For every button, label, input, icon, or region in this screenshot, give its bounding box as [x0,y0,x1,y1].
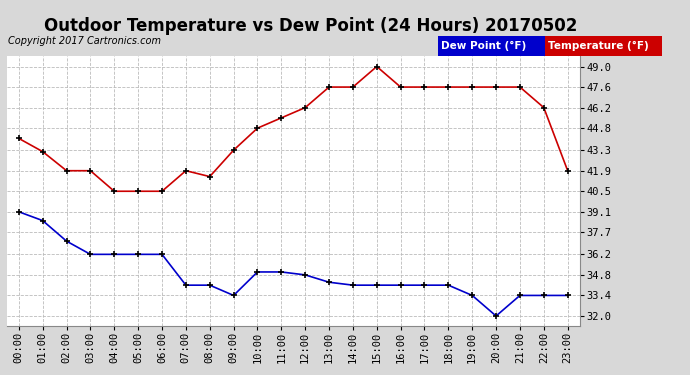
Text: Temperature (°F): Temperature (°F) [548,41,649,51]
Text: Dew Point (°F): Dew Point (°F) [441,41,526,51]
Text: Outdoor Temperature vs Dew Point (24 Hours) 20170502: Outdoor Temperature vs Dew Point (24 Hou… [43,17,578,35]
Text: Copyright 2017 Cartronics.com: Copyright 2017 Cartronics.com [8,36,161,46]
